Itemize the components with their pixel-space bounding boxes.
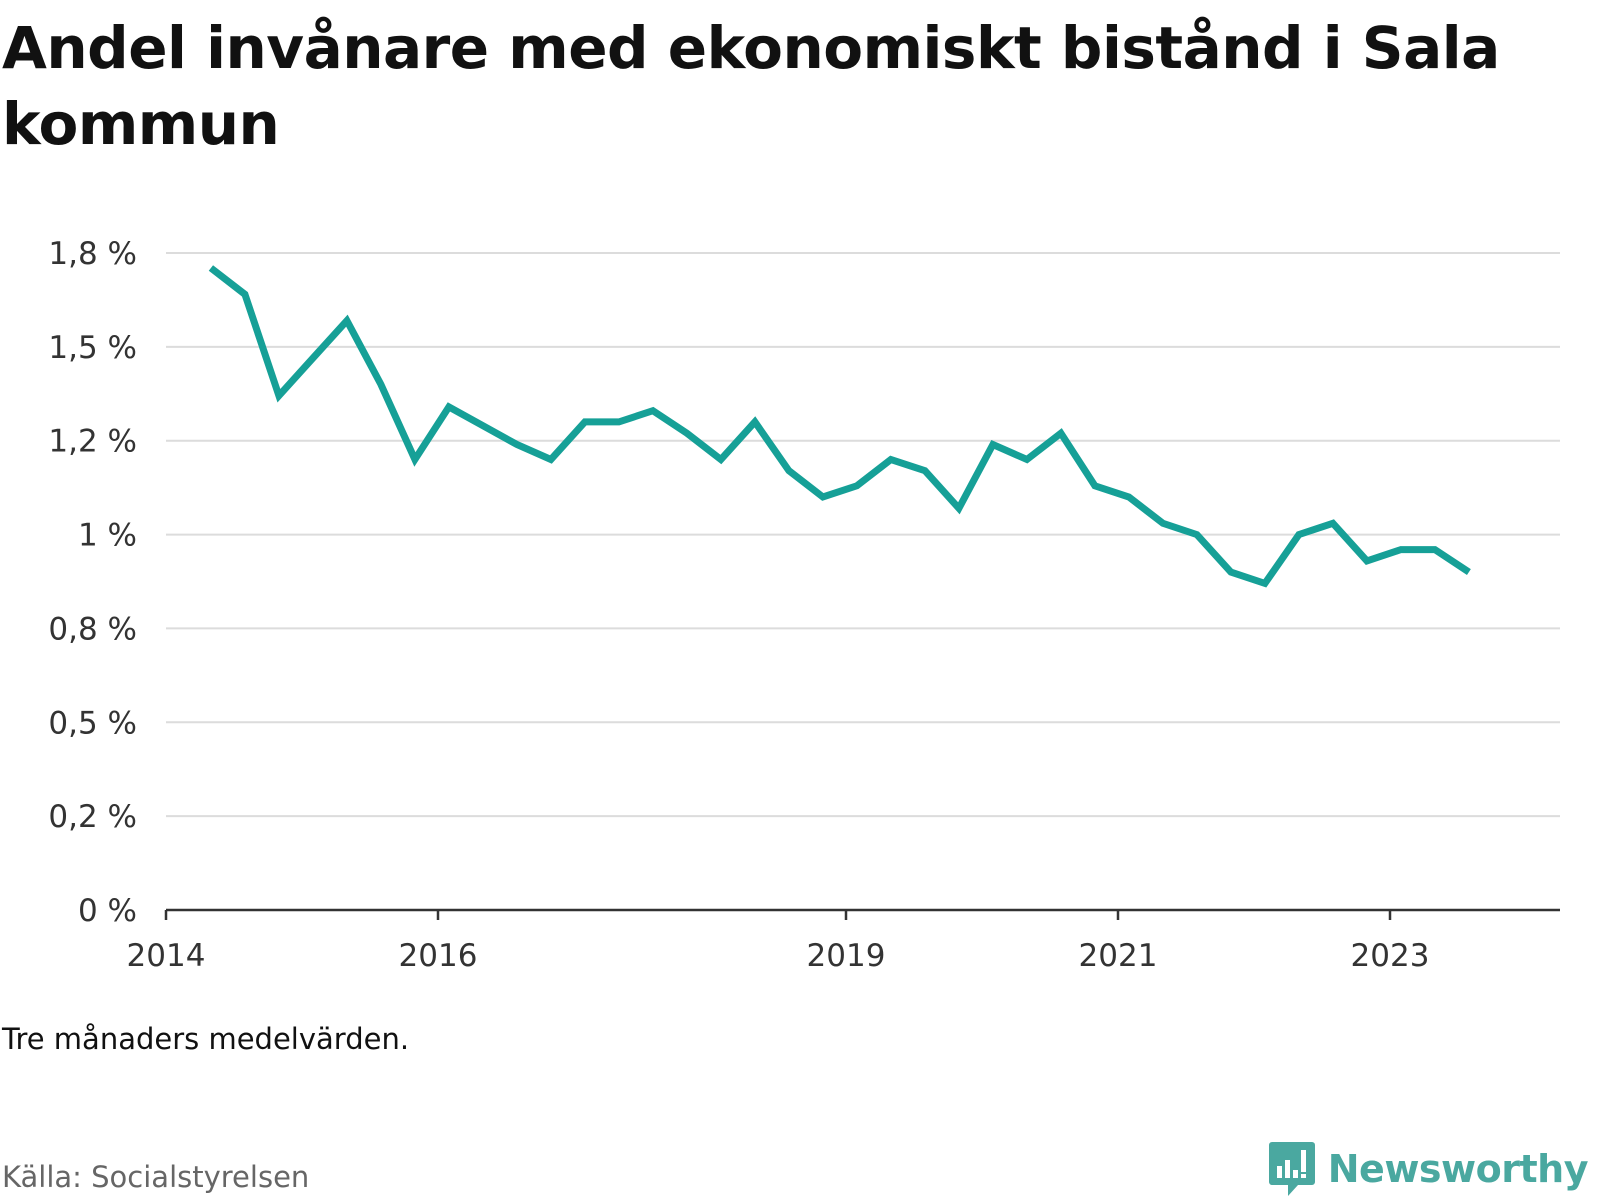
x-tick-label: 2016 <box>399 938 478 974</box>
x-axis-tick-labels: 2014 2016 2019 2021 2023 <box>127 938 1430 974</box>
source-label: Källa: Socialstyrelsen <box>2 1160 310 1194</box>
newsworthy-chart-bubble-icon <box>1268 1142 1315 1196</box>
x-axis <box>164 908 1560 920</box>
y-axis-tick-labels: 0 % 0,2 % 0,5 % 0,8 % 1 % 1,2 % 1,5 % 1,8 % <box>48 236 137 929</box>
x-tick-label: 2014 <box>127 938 206 974</box>
gridlines <box>166 252 1560 818</box>
y-tick-label: 1,8 % <box>48 236 137 272</box>
line-chart: 0 % 0,2 % 0,5 % 0,8 % 1 % 1,2 % 1,5 % 1,8 % 201… <box>48 236 1560 974</box>
x-tick-label: 2019 <box>807 938 886 974</box>
y-tick-label: 0,2 % <box>48 799 137 835</box>
y-tick-label: 0,8 % <box>48 611 137 647</box>
brand-name: Newsworthy <box>1327 1147 1589 1191</box>
y-tick-label: 1,2 % <box>48 424 137 460</box>
series-line-0 <box>208 265 1471 588</box>
x-tick-label: 2021 <box>1079 938 1158 974</box>
y-tick-label: 0 % <box>78 893 137 929</box>
series-layer <box>208 265 1471 588</box>
chart-note: Tre månaders medelvärden. <box>2 1022 410 1056</box>
brand-logo: Newsworthy <box>1268 1140 1589 1198</box>
y-tick-label: 0,5 % <box>48 705 137 741</box>
chart-title: Andel invånare med ekonomiskt bistånd i … <box>2 14 1500 158</box>
x-tick-label: 2023 <box>1351 938 1430 974</box>
y-tick-label: 1,5 % <box>48 330 137 366</box>
y-tick-label: 1 % <box>78 518 137 554</box>
